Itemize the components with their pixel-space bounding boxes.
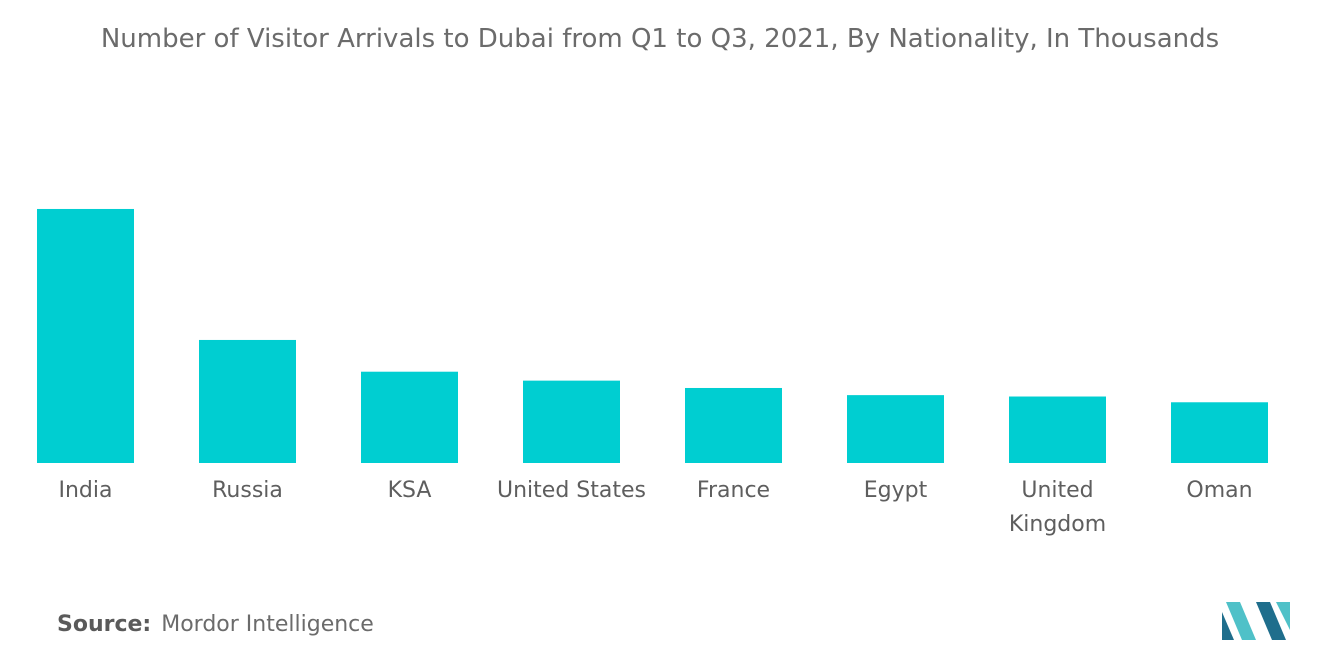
source-note: Source: Mordor Intelligence: [57, 612, 374, 637]
bar-oman: [1171, 402, 1268, 463]
x-tick-label: United Kingdom: [1009, 478, 1106, 537]
bar-egypt: [847, 395, 944, 463]
bar-united-kingdom: [1009, 396, 1106, 463]
x-tick-label: KSA: [388, 478, 432, 503]
source-text: Mordor Intelligence: [161, 612, 374, 637]
x-tick-label: India: [59, 478, 113, 503]
x-axis-labels: India Russia KSA United States France Egypt Un…: [59, 478, 1253, 537]
bar-india: [37, 208, 134, 463]
source-label: Source:: [57, 612, 152, 637]
x-tick-label: Oman: [1186, 478, 1252, 503]
bar-ksa: [361, 371, 458, 463]
x-tick-label: Russia: [212, 478, 283, 503]
x-tick-label: United States: [497, 478, 646, 503]
x-tick-label: France: [697, 478, 770, 503]
bar-france: [685, 387, 782, 463]
bar-chart: India Russia KSA United States France Egypt Un…: [37, 208, 1268, 537]
x-tick-label: Egypt: [864, 478, 928, 503]
bar-russia: [199, 339, 296, 463]
bars-group: [37, 208, 1268, 463]
bar-united-states: [523, 380, 620, 463]
chart-title: Number of Visitor Arrivals to Dubai from…: [100, 24, 1220, 54]
mordor-intelligence-logo-icon: [1222, 602, 1290, 640]
